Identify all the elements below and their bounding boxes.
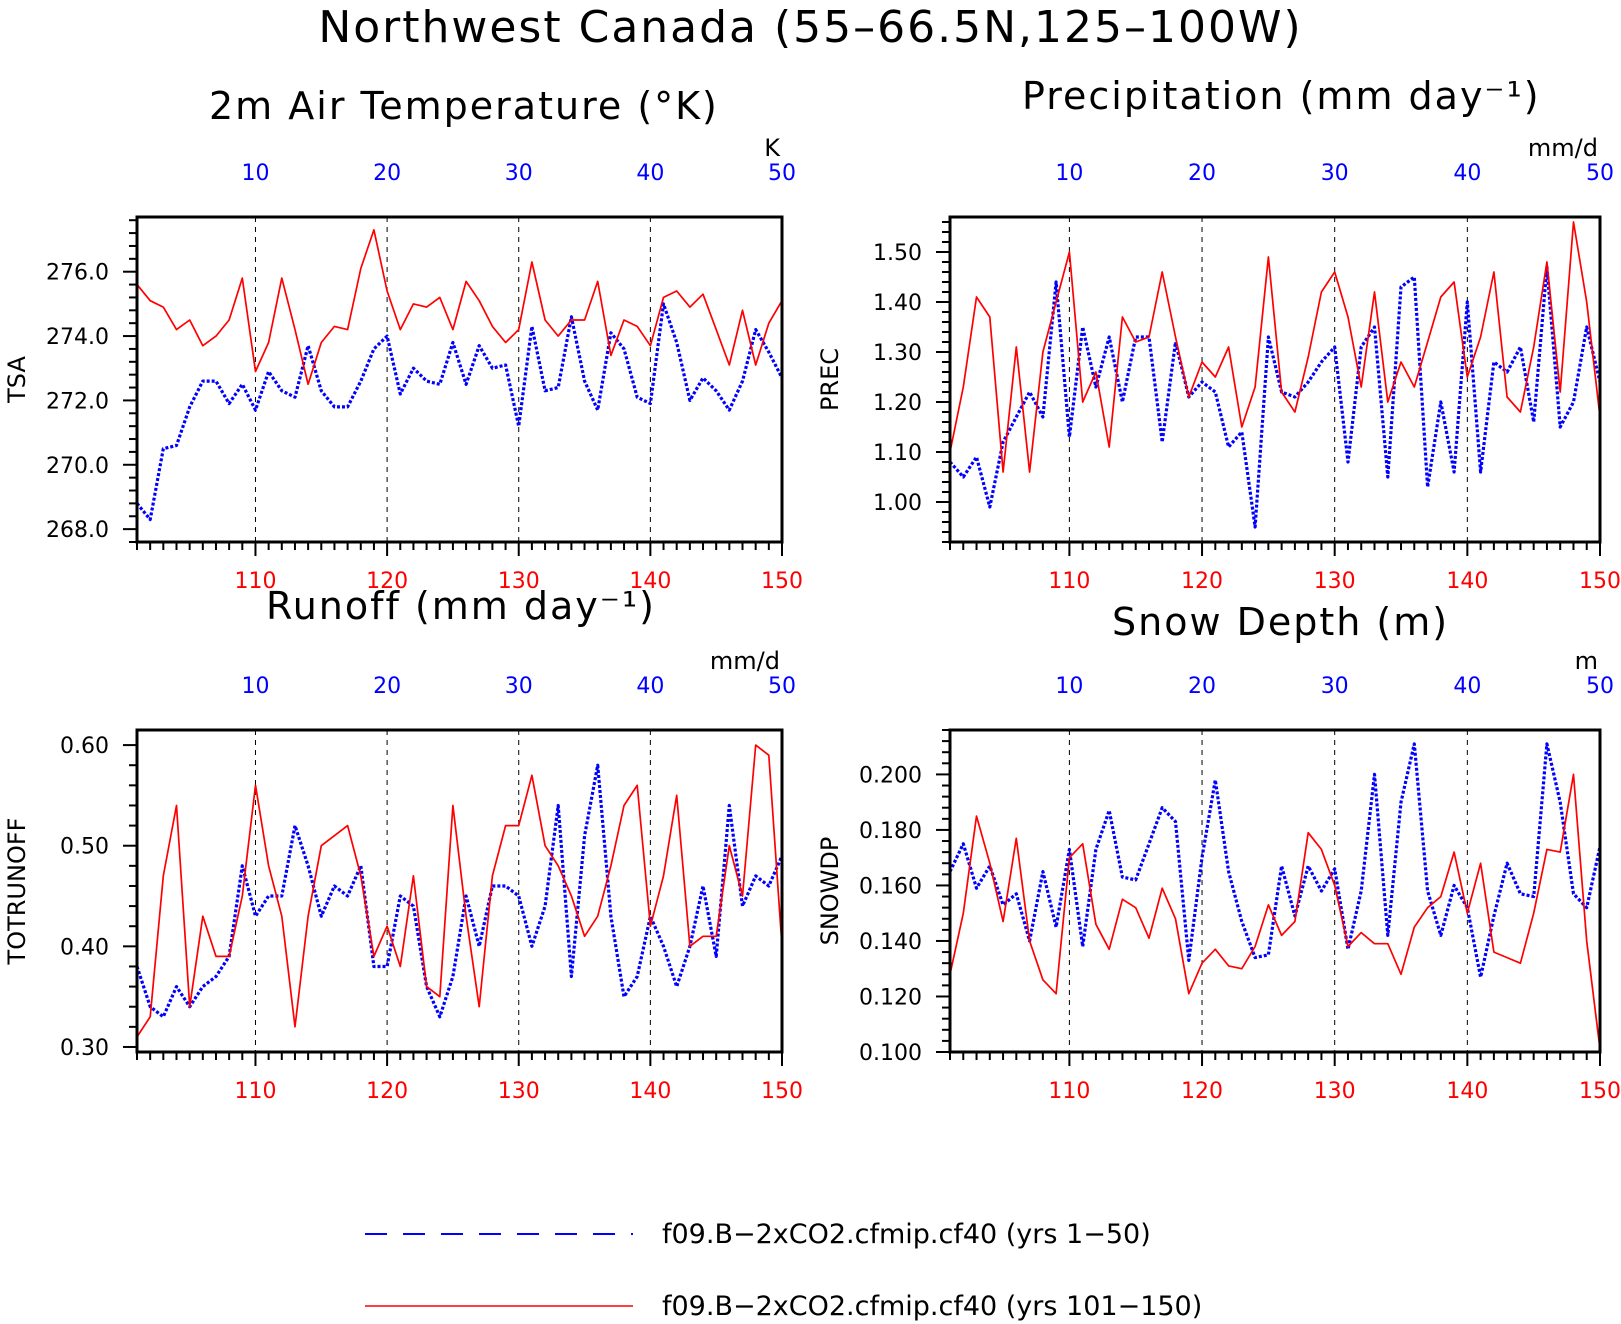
snowdp-y-axis-label: SNOWDP [816,837,844,946]
prec-y-axis-label: PREC [816,348,844,411]
panel-title-snow-depth: Snow Depth (m) [1112,600,1450,644]
prec-top-tick-label: 40 [1453,161,1481,186]
tsa-plot-frame [135,215,784,544]
snowdp-units-label: m [1575,647,1598,675]
tsa-y-tick-label: 270.0 [46,454,109,479]
totrunoff-top-tick-label: 10 [241,674,269,699]
totrunoff-bottom-tick-label: 110 [234,1079,276,1104]
prec-y-tick-label: 1.40 [873,291,922,316]
legend-label-yrs-1-50: f09.B−2xCO2.cfmip.cf40 (yrs 1−50) [662,1219,1151,1250]
snowdp-series-yrs-1-50 [948,742,1602,979]
totrunoff-y-tick-label: 0.50 [60,835,109,860]
snowdp-bottom-tick-label: 130 [1314,1079,1356,1104]
prec-y-tick-label: 1.20 [873,391,922,416]
totrunoff-bottom-tick-label: 150 [761,1079,803,1104]
totrunoff-y-tick-label: 0.30 [60,1036,109,1061]
totrunoff-series-yrs-101-150 [136,744,783,1038]
totrunoff-top-tick-label: 20 [373,674,401,699]
totrunoff-y-tick-label: 0.40 [60,935,109,960]
prec-plot-frame [948,215,1602,544]
snowdp-top-tick-label: 50 [1586,674,1614,699]
totrunoff-y-axis-label: TOTRUNOFF [3,818,31,966]
snowdp-top-tick-label: 10 [1055,674,1083,699]
tsa-top-tick-label: 30 [505,161,533,186]
snowdp-bottom-tick-label: 120 [1181,1079,1223,1104]
snowdp-y-tick-label: 0.100 [859,1041,922,1066]
snowdp-top-tick-label: 20 [1188,674,1216,699]
prec-y-tick-label: 1.30 [873,341,922,366]
totrunoff-units-label: mm/d [710,647,780,675]
tsa-top-tick-label: 40 [636,161,664,186]
prec-series-yrs-1-50 [948,265,1602,529]
tsa-top-tick-label: 50 [768,161,796,186]
prec-y-tick-label: 1.50 [873,241,922,266]
totrunoff-bottom-tick-label: 140 [629,1079,671,1104]
totrunoff-top-tick-label: 50 [768,674,796,699]
snowdp-bottom-tick-label: 110 [1048,1079,1090,1104]
snowdp-bottom-tick-label: 140 [1446,1079,1488,1104]
prec-series-yrs-101-150 [949,221,1601,473]
snowdp-series-yrs-101-150 [949,773,1601,1050]
prec-bottom-tick-label: 150 [1579,569,1621,594]
totrunoff-y-tick-label: 0.60 [60,734,109,759]
totrunoff-bottom-tick-label: 120 [366,1079,408,1104]
panel-title-runoff: Runoff (mm day⁻¹) [266,584,656,628]
prec-bottom-tick-label: 110 [1048,569,1090,594]
tsa-bottom-tick-label: 130 [498,569,540,594]
prec-bottom-tick-label: 120 [1181,569,1223,594]
snowdp-y-tick-label: 0.200 [859,763,922,788]
prec-y-tick-label: 1.10 [873,441,922,466]
tsa-bottom-tick-label: 110 [234,569,276,594]
prec-top-tick-label: 10 [1055,161,1083,186]
prec-top-tick-label: 50 [1586,161,1614,186]
panel-title-temperature: 2m Air Temperature (°K) [209,84,719,128]
figure-title: Northwest Canada (55–66.5N,125–100W) [318,2,1303,53]
prec-y-tick-label: 1.00 [873,491,922,516]
tsa-top-tick-label: 10 [241,161,269,186]
snowdp-top-tick-label: 30 [1321,674,1349,699]
totrunoff-bottom-tick-label: 130 [498,1079,540,1104]
prec-top-tick-label: 30 [1321,161,1349,186]
tsa-units-label: K [764,134,781,162]
snowdp-y-tick-label: 0.160 [859,874,922,899]
totrunoff-plot-frame [135,728,784,1054]
tsa-y-tick-label: 268.0 [46,518,109,543]
prec-units-label: mm/d [1528,134,1598,162]
snowdp-y-tick-label: 0.120 [859,985,922,1010]
totrunoff-top-tick-label: 30 [505,674,533,699]
snowdp-y-tick-label: 0.140 [859,930,922,955]
tsa-bottom-tick-label: 140 [629,569,671,594]
snowdp-plot-frame [948,728,1602,1054]
tsa-bottom-tick-label: 120 [366,569,408,594]
tsa-bottom-tick-label: 150 [761,569,803,594]
totrunoff-top-tick-label: 40 [636,674,664,699]
tsa-top-tick-label: 20 [373,161,401,186]
panel-title-precipitation: Precipitation (mm day⁻¹) [1022,74,1541,118]
tsa-y-axis-label: TSA [3,356,31,404]
snowdp-top-tick-label: 40 [1453,674,1481,699]
tsa-series-yrs-1-50 [135,302,784,522]
tsa-series-yrs-101-150 [136,229,783,386]
prec-bottom-tick-label: 130 [1314,569,1356,594]
legend-label-yrs-101-150: f09.B−2xCO2.cfmip.cf40 (yrs 101−150) [662,1291,1203,1322]
tsa-y-tick-label: 276.0 [46,261,109,286]
prec-bottom-tick-label: 140 [1446,569,1488,594]
snowdp-bottom-tick-label: 150 [1579,1079,1621,1104]
prec-top-tick-label: 20 [1188,161,1216,186]
tsa-y-tick-label: 272.0 [46,389,109,414]
snowdp-y-tick-label: 0.180 [859,819,922,844]
tsa-y-tick-label: 274.0 [46,325,109,350]
